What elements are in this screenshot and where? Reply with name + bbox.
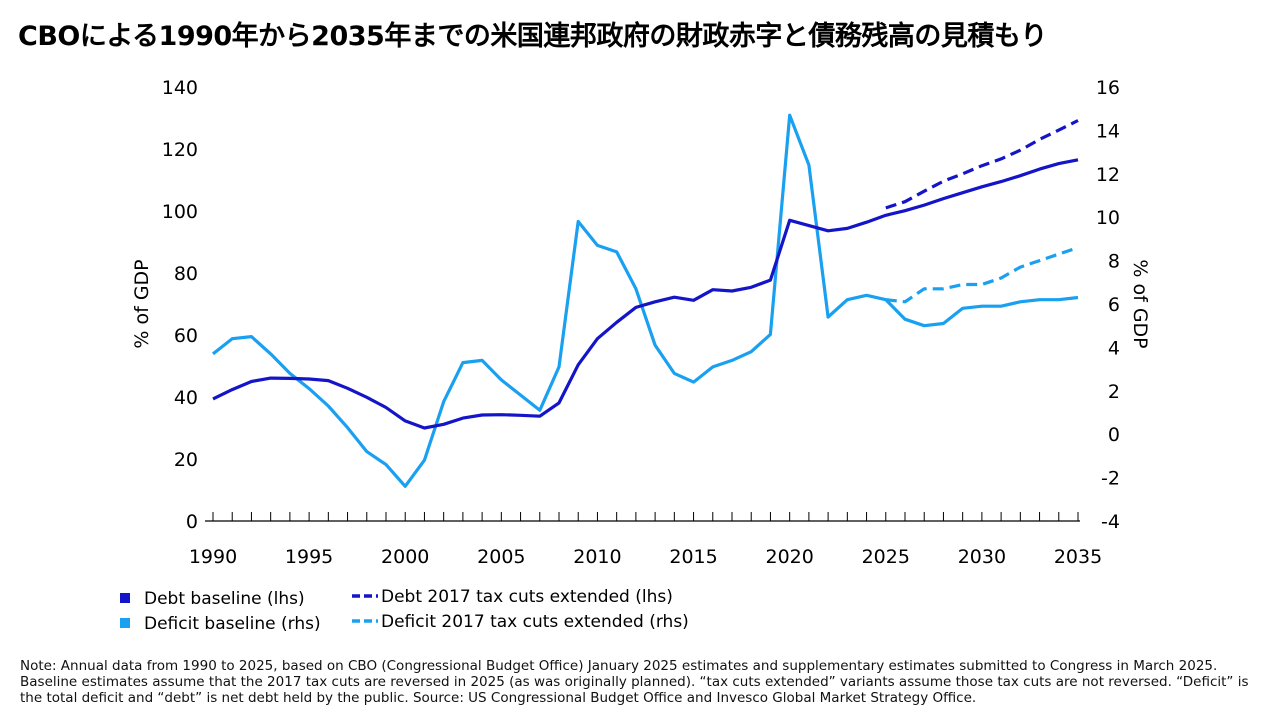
y-right-tick-label: 0 [1108, 424, 1120, 446]
y-right-tick-label: -4 [1101, 511, 1120, 533]
y-left-tick-label: 120 [162, 139, 198, 161]
x-tick-label: 2010 [573, 546, 621, 568]
x-tick-label: 2000 [381, 546, 429, 568]
series-line-debt-2017-tax-cuts-extended-lhs [885, 119, 1079, 210]
series-group [212, 113, 1079, 488]
x-tick-label: 2005 [477, 546, 525, 568]
y-right-tick-label: 4 [1108, 337, 1120, 359]
y-right-tick-label: 8 [1108, 251, 1120, 273]
y-right-tick-label: 12 [1096, 164, 1120, 186]
legend-label: Deficit baseline (rhs) [144, 614, 321, 634]
series-line-deficit-baseline-rhs [212, 113, 1079, 488]
y-left-tick-label: 80 [174, 263, 198, 285]
series-line-deficit-2017-tax-cuts-extended-rhs [885, 246, 1079, 304]
series-line-debt-baseline-lhs [212, 158, 1079, 430]
y-right-axis-title: % of GDP [1129, 259, 1151, 348]
legend-swatch-square [120, 618, 130, 628]
x-tick-label: 1990 [189, 546, 237, 568]
legend-entry: Debt baseline (lhs) [120, 589, 305, 609]
legend: Debt baseline (lhs) Debt 2017 tax cuts ex… [120, 587, 689, 634]
y-right-tick-label: 6 [1108, 294, 1120, 316]
legend-entry: Debt 2017 tax cuts extended (lhs) [352, 587, 673, 607]
y-left-axis-title: % of GDP [131, 259, 153, 348]
x-tick-label: 2030 [958, 546, 1006, 568]
y-right-tick-label: 10 [1096, 207, 1120, 229]
y-left-tick-label: 0 [186, 511, 198, 533]
y-left-tick-label: 60 [174, 325, 198, 347]
chart: 1990 1995 2000 2005 2010 2015 2020 2025 2030 2035… [120, 77, 1151, 634]
y-left-tick-label: 140 [162, 77, 198, 99]
x-tick-label: 1995 [285, 546, 333, 568]
y-right-tick-label: -2 [1101, 468, 1120, 490]
y-left-tick-label: 100 [162, 201, 198, 223]
axes: 1990 1995 2000 2005 2010 2015 2020 2025 2030 2035… [131, 77, 1151, 568]
chart-title: CBOによる1990年から2035年までの米国連邦政府の財政赤字と債務残高の見積… [18, 21, 1047, 52]
x-tick-label: 2015 [669, 546, 717, 568]
y-left-tick-label: 40 [174, 387, 198, 409]
legend-entry: Deficit baseline (rhs) [120, 614, 321, 634]
y-right-tick-label: 16 [1096, 77, 1120, 99]
legend-label: Deficit 2017 tax cuts extended (rhs) [381, 612, 689, 632]
footnote: Note: Annual data from 1990 to 2025, bas… [20, 658, 1249, 706]
y-left-tick-label: 20 [174, 449, 198, 471]
legend-entry: Deficit 2017 tax cuts extended (rhs) [352, 612, 689, 632]
legend-label: Debt baseline (lhs) [144, 589, 305, 609]
x-tick-label: 2025 [862, 546, 910, 568]
legend-label: Debt 2017 tax cuts extended (lhs) [381, 587, 673, 607]
legend-swatch-square [120, 593, 130, 603]
y-right-tick-label: 2 [1108, 381, 1120, 403]
x-tick-label: 2020 [765, 546, 813, 568]
y-right-tick-label: 14 [1096, 120, 1120, 142]
x-tick-label: 2035 [1054, 546, 1102, 568]
